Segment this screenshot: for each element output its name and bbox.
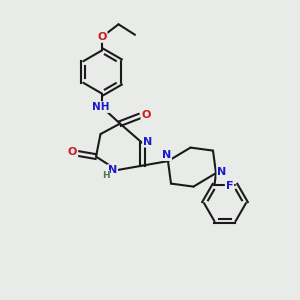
Text: NH: NH [92,102,109,112]
Text: N: N [143,136,152,147]
Text: H: H [102,171,110,180]
Text: N: N [108,165,117,175]
Text: O: O [68,147,77,157]
Text: O: O [97,32,107,42]
Text: N: N [218,167,226,177]
Text: F: F [226,182,233,191]
Text: N: N [162,150,171,160]
Text: O: O [141,110,151,120]
